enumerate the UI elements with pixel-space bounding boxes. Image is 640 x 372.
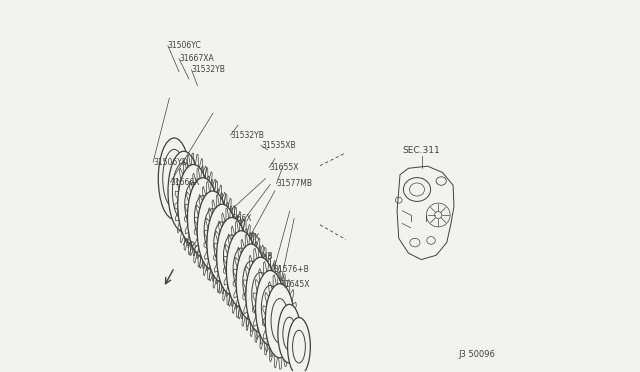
Text: SEC.311: SEC.311 (403, 146, 440, 155)
Ellipse shape (243, 261, 259, 303)
Ellipse shape (236, 244, 266, 320)
Text: J3 50096: J3 50096 (458, 350, 495, 359)
Text: 31535XB: 31535XB (261, 141, 296, 150)
Text: FRONT: FRONT (180, 238, 214, 263)
Text: 31667X: 31667X (230, 233, 260, 242)
Ellipse shape (217, 218, 247, 295)
Text: 31655X: 31655X (269, 163, 298, 172)
Ellipse shape (265, 284, 294, 358)
Ellipse shape (158, 138, 190, 219)
Text: 31645X: 31645X (280, 280, 310, 289)
Ellipse shape (163, 150, 186, 208)
Text: 31506YD: 31506YD (153, 157, 188, 167)
Ellipse shape (255, 270, 285, 345)
Ellipse shape (207, 204, 237, 282)
Ellipse shape (227, 231, 257, 307)
Ellipse shape (283, 317, 296, 350)
Ellipse shape (168, 151, 200, 232)
Ellipse shape (233, 248, 250, 290)
Text: 31577MB: 31577MB (276, 179, 312, 188)
Ellipse shape (172, 163, 195, 221)
Ellipse shape (185, 183, 202, 227)
Ellipse shape (197, 191, 228, 270)
Ellipse shape (188, 178, 218, 257)
Ellipse shape (271, 299, 289, 343)
Ellipse shape (261, 285, 279, 330)
Ellipse shape (204, 209, 221, 252)
Ellipse shape (246, 257, 275, 333)
Ellipse shape (287, 317, 310, 372)
Text: 31667XA: 31667XA (179, 54, 214, 63)
Ellipse shape (278, 304, 301, 363)
Text: 31506YC: 31506YC (168, 41, 202, 50)
Ellipse shape (177, 166, 209, 243)
Text: 31666X: 31666X (170, 178, 200, 187)
Text: 31532YB: 31532YB (230, 131, 264, 140)
Ellipse shape (214, 222, 230, 264)
Ellipse shape (195, 196, 211, 239)
Ellipse shape (252, 272, 269, 318)
Ellipse shape (223, 235, 240, 278)
Text: 31535XB: 31535XB (239, 252, 273, 262)
Text: 31532YB: 31532YB (191, 65, 225, 74)
Ellipse shape (178, 164, 209, 244)
Text: 31666X: 31666X (222, 214, 252, 222)
Ellipse shape (292, 330, 305, 363)
Text: 31576+B: 31576+B (274, 265, 310, 274)
